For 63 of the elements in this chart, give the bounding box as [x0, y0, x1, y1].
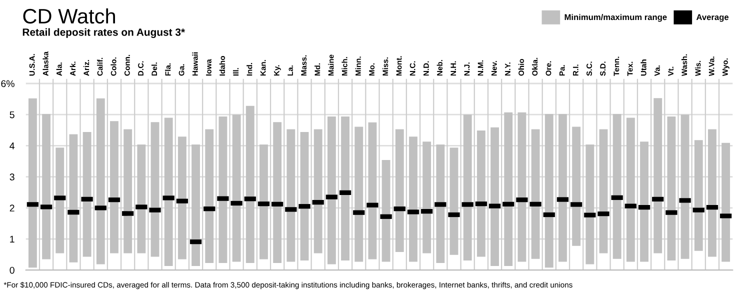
bar: [436, 144, 445, 263]
bar: [96, 98, 105, 264]
bar: [150, 122, 160, 257]
bar: [490, 127, 499, 266]
y-tick-label: 3: [10, 174, 14, 180]
bar: [205, 129, 214, 263]
bar: [640, 142, 648, 262]
bar: [708, 129, 716, 257]
bar: [599, 129, 608, 254]
bar: [544, 114, 554, 268]
y-tick-label: 6%: [1, 80, 14, 88]
bar: [382, 160, 390, 262]
bar: [82, 132, 92, 257]
bar: [680, 114, 690, 259]
legend-label: Minimum/maximum range: [564, 14, 667, 22]
y-tick-label: 5: [10, 111, 14, 118]
bar: [463, 114, 472, 260]
bar: [612, 114, 622, 259]
bar: [531, 129, 540, 259]
bar: [124, 129, 132, 254]
bar: [178, 136, 186, 260]
bar: [518, 112, 526, 262]
bar: [69, 134, 78, 262]
bar: [450, 148, 458, 255]
y-tick-label: 0: [10, 266, 14, 274]
bar: [654, 98, 662, 254]
bar: [476, 130, 486, 257]
bar: [164, 118, 173, 266]
bar: [341, 116, 350, 260]
bar: [42, 114, 50, 260]
bar: [232, 114, 241, 262]
bar: [586, 144, 594, 264]
bar: [409, 136, 418, 262]
bar: [504, 112, 513, 266]
chart-title: CD Watch: [23, 8, 115, 24]
bar: [286, 129, 296, 262]
bar: [314, 129, 322, 254]
bar: [558, 114, 567, 262]
bar: [110, 121, 118, 254]
bar: [218, 116, 228, 263]
legend-label: Average: [696, 14, 729, 22]
bar: [327, 116, 336, 264]
y-tick-label: 1: [10, 236, 14, 243]
bar: [572, 126, 581, 246]
bar: [28, 98, 37, 268]
y-tick-label: 2: [10, 204, 14, 212]
bar: [354, 126, 364, 262]
bar: [694, 140, 703, 251]
y-tick-label: 4: [10, 142, 15, 150]
bar: [626, 118, 635, 262]
bar: [368, 122, 377, 260]
bar: [137, 144, 146, 254]
bar: [192, 144, 200, 266]
chart-subtitle: Retail deposit rates on August 3*: [22, 28, 186, 38]
bar: [300, 132, 309, 260]
bar: [273, 122, 282, 263]
bar: [395, 129, 404, 252]
bar: [722, 142, 730, 262]
bar: [667, 116, 676, 260]
bar: [260, 144, 268, 260]
bar: [246, 106, 254, 263]
bar: [422, 142, 432, 254]
bar: [56, 148, 64, 254]
